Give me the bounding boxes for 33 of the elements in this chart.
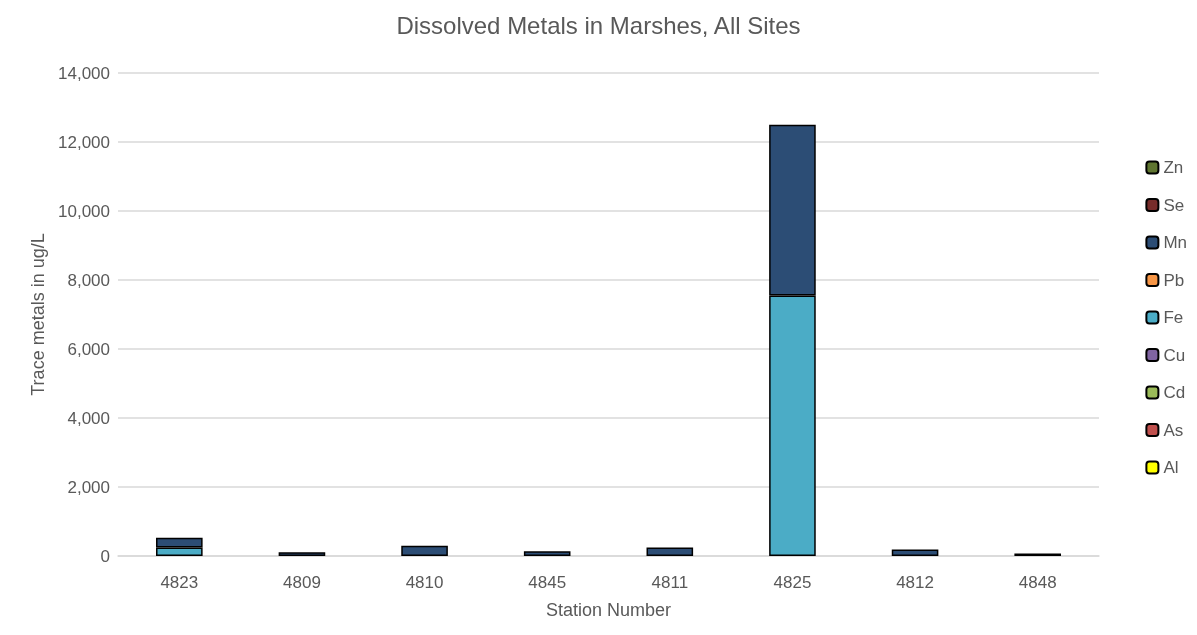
y-tick-label: 0	[100, 546, 110, 566]
y-tick-label: 14,000	[58, 63, 110, 83]
bar	[523, 551, 571, 556]
legend-label: Pb	[1163, 270, 1185, 290]
legend-label: As	[1163, 420, 1184, 440]
x-tick-label: 4810	[405, 573, 444, 592]
x-tick-label: 4812	[896, 573, 934, 592]
y-tick-label: 6,000	[67, 339, 110, 359]
x-axis-title: Station Number	[545, 600, 672, 620]
bar	[401, 545, 448, 556]
legend-label: Zn	[1163, 158, 1184, 177]
x-tick-label: 4825	[773, 573, 812, 592]
bar	[278, 552, 326, 556]
x-tick-label: 4809	[283, 573, 321, 592]
x-tick-label: 4823	[160, 573, 199, 592]
y-tick-label: 2,000	[67, 477, 110, 497]
legend-label: Cd	[1163, 383, 1186, 402]
y-tick-label: 8,000	[67, 270, 110, 290]
x-tick-label: 4848	[1018, 573, 1057, 592]
x-tick-label: 4811	[651, 573, 689, 592]
y-tick-label: 12,000	[58, 132, 110, 152]
legend-label: Fe	[1163, 308, 1184, 327]
chart-title: Dissolved Metals in Marshes, All Sites	[396, 11, 801, 39]
x-tick-label: 4845	[528, 573, 567, 592]
y-tick-label: 10,000	[58, 201, 110, 221]
legend-label: Se	[1163, 195, 1185, 215]
y-tick-label: 4,000	[67, 408, 110, 428]
legend-label: Cu	[1163, 345, 1186, 365]
legend-label: Mn	[1163, 233, 1188, 252]
bar	[891, 549, 939, 556]
legend-label: Al	[1163, 458, 1179, 477]
bar	[646, 547, 694, 556]
y-axis-title: Trace metals in ug/L	[28, 233, 49, 396]
